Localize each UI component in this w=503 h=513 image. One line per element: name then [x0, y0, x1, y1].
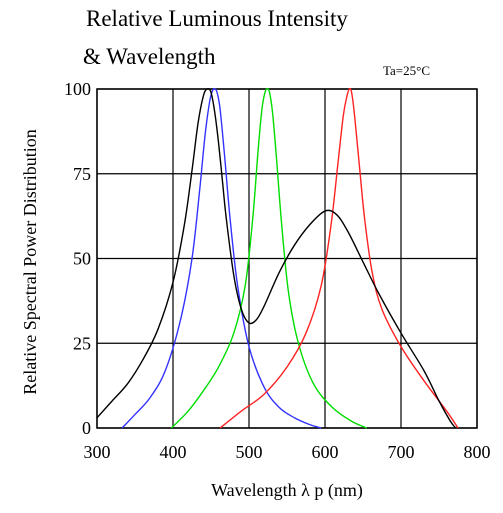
- chart-title: Relative Luminous Intensity: [86, 6, 348, 31]
- plot-frame: [96, 88, 478, 429]
- x-tick-label: 800: [464, 442, 491, 462]
- y-tick-label: 75: [73, 164, 91, 184]
- red-curve: [219, 87, 459, 429]
- blue-curve: [121, 88, 322, 429]
- y-axis-label: Relative Spectral Power Distribution: [20, 129, 40, 394]
- x-tick-label: 400: [160, 442, 187, 462]
- plot-area: 300 400 500 600 700 800 0 25 50 75 100: [64, 79, 491, 462]
- temperature-annotation: Ta=25°C: [383, 63, 430, 78]
- x-tick-label: 500: [236, 442, 263, 462]
- x-tick-label: 700: [388, 442, 415, 462]
- y-tick-label: 25: [73, 333, 91, 353]
- green-curve: [170, 88, 368, 429]
- x-axis-label: Wavelength λ p (nm): [211, 480, 363, 501]
- black-curve: [96, 88, 457, 429]
- x-tick-label: 600: [312, 442, 339, 462]
- y-tick-label: 0: [82, 418, 91, 438]
- y-tick-label: 100: [64, 79, 91, 99]
- x-tick-label: 300: [84, 442, 111, 462]
- chart-subtitle: & Wavelength: [83, 44, 216, 69]
- y-tick-label: 50: [73, 249, 91, 269]
